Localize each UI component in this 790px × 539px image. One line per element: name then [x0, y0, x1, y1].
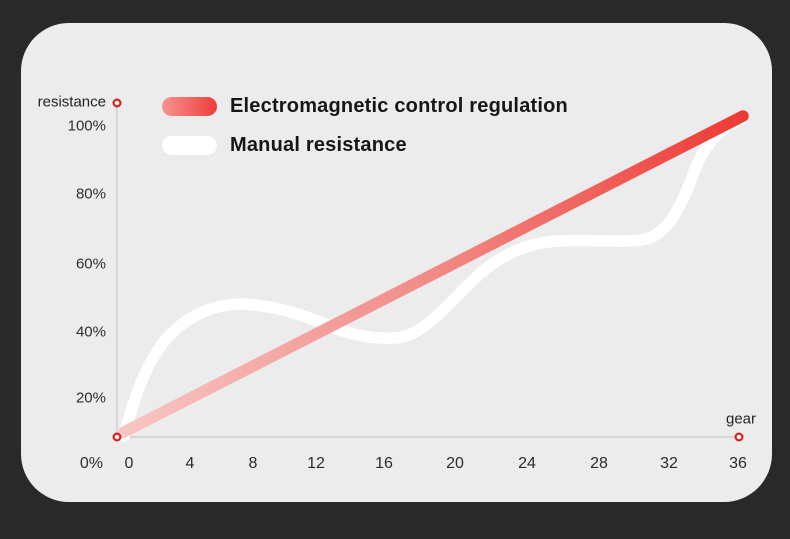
- legend-item-electromagnetic: Electromagnetic control regulation: [162, 94, 568, 117]
- y-axis-top-ring-icon: [112, 98, 122, 108]
- y-tick-100: 100%: [67, 117, 106, 135]
- legend-item-manual: Manual resistance: [162, 133, 568, 156]
- legend-label-electromagnetic: Electromagnetic control regulation: [230, 94, 568, 117]
- y-tick-80: 80%: [75, 185, 106, 203]
- x-tick-24: 24: [518, 455, 536, 472]
- axis-origin-ring-icon: [112, 432, 122, 442]
- x-tick-36: 36: [729, 455, 747, 472]
- x-tick-12: 12: [307, 455, 325, 472]
- legend-swatch-red-pill-icon: [162, 96, 217, 116]
- y-tick-0: 0%: [79, 455, 103, 472]
- x-tick-8: 8: [248, 455, 258, 472]
- x-axis-end-ring-icon: [734, 432, 744, 442]
- x-tick-16: 16: [375, 455, 393, 472]
- y-tick-20: 20%: [75, 389, 106, 407]
- x-tick-32: 32: [660, 455, 678, 472]
- y-axis-title: resistance: [37, 93, 106, 111]
- manual-resistance-curve: [118, 113, 748, 442]
- legend-swatch-white-pill-icon: [162, 135, 217, 155]
- y-tick-40: 40%: [75, 323, 106, 341]
- x-tick-28: 28: [590, 455, 608, 472]
- x-tick-20: 20: [446, 455, 464, 472]
- y-tick-60: 60%: [75, 255, 106, 273]
- legend-label-manual: Manual resistance: [230, 133, 407, 156]
- x-axis-title: gear: [725, 410, 757, 428]
- electromagnetic-regulation-line: [118, 110, 749, 438]
- x-tick-0: 0: [124, 455, 134, 472]
- x-tick-4: 4: [185, 455, 195, 472]
- legend: Electromagnetic control regulation Manua…: [162, 94, 568, 174]
